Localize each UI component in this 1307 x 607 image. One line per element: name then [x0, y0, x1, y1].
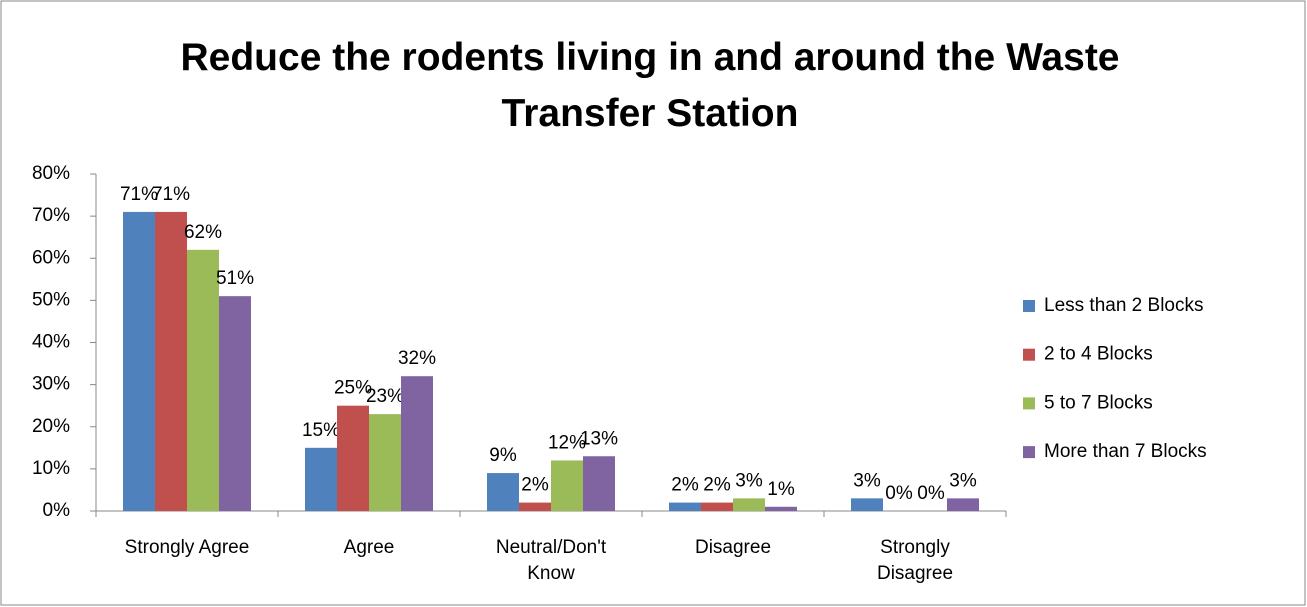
- data-label: 13%: [580, 428, 618, 449]
- data-label: 2%: [671, 475, 699, 496]
- y-tick-label: 30%: [32, 374, 70, 395]
- x-tick-label: Agree: [343, 537, 395, 558]
- y-tick-label: 10%: [32, 458, 70, 479]
- bar: [765, 506, 797, 511]
- bar: [487, 473, 519, 511]
- bar: [401, 376, 433, 511]
- y-tick-label: 50%: [32, 289, 70, 310]
- bar: [701, 502, 733, 511]
- y-tick-label: 0%: [43, 500, 71, 521]
- bar: [947, 498, 979, 511]
- y-tick-label: 60%: [32, 247, 70, 268]
- data-label: 23%: [366, 386, 404, 407]
- y-tick-label: 70%: [32, 205, 70, 226]
- x-tick-label: Strongly Disagree: [876, 537, 954, 584]
- bar: [337, 405, 369, 511]
- bar: [305, 447, 337, 511]
- legend-swatch: [1023, 397, 1035, 410]
- data-label: 62%: [184, 222, 222, 243]
- y-tick-label: 40%: [32, 332, 70, 353]
- bar: [187, 249, 219, 511]
- data-label: 71%: [152, 184, 190, 205]
- bar: [733, 498, 765, 511]
- y-tick-label: 80%: [32, 163, 70, 184]
- legend-swatch: [1023, 348, 1035, 361]
- x-tick-label: Strongly Agree: [124, 537, 250, 558]
- x-tick-label: Neutral/Don't Know: [495, 537, 607, 584]
- data-label: 3%: [735, 470, 763, 491]
- legend-swatch: [1023, 446, 1035, 459]
- data-label: 3%: [853, 470, 881, 491]
- bar: [369, 414, 401, 511]
- legend-label: More than 7 Blocks: [1044, 441, 1207, 462]
- legend-label: 2 to 4 Blocks: [1044, 344, 1153, 365]
- data-label: 32%: [398, 348, 436, 369]
- bar: [123, 211, 155, 511]
- data-label: 12%: [548, 432, 586, 453]
- data-label: 71%: [120, 184, 158, 205]
- bar: [519, 502, 551, 511]
- bar: [583, 456, 615, 511]
- chart-title: Reduce the rodents living in and around …: [180, 36, 1120, 135]
- legend-swatch: [1023, 300, 1035, 312]
- data-label: 0%: [885, 483, 913, 504]
- data-label: 15%: [302, 420, 340, 441]
- data-label: 2%: [703, 475, 731, 496]
- bar: [155, 211, 187, 511]
- bar: [669, 502, 701, 511]
- data-label: 2%: [521, 475, 549, 496]
- bar: [551, 460, 583, 511]
- bar: [851, 498, 883, 511]
- bar: [219, 296, 251, 511]
- data-label: 1%: [767, 479, 795, 500]
- legend-label: 5 to 7 Blocks: [1044, 392, 1153, 413]
- data-label: 9%: [489, 445, 517, 466]
- data-label: 0%: [917, 483, 945, 504]
- data-label: 3%: [949, 470, 977, 491]
- x-tick-label: Disagree: [694, 537, 772, 558]
- legend-label: Less than 2 Blocks: [1044, 295, 1203, 316]
- data-label: 51%: [216, 268, 254, 289]
- y-tick-label: 20%: [32, 416, 70, 437]
- data-label: 25%: [334, 378, 372, 399]
